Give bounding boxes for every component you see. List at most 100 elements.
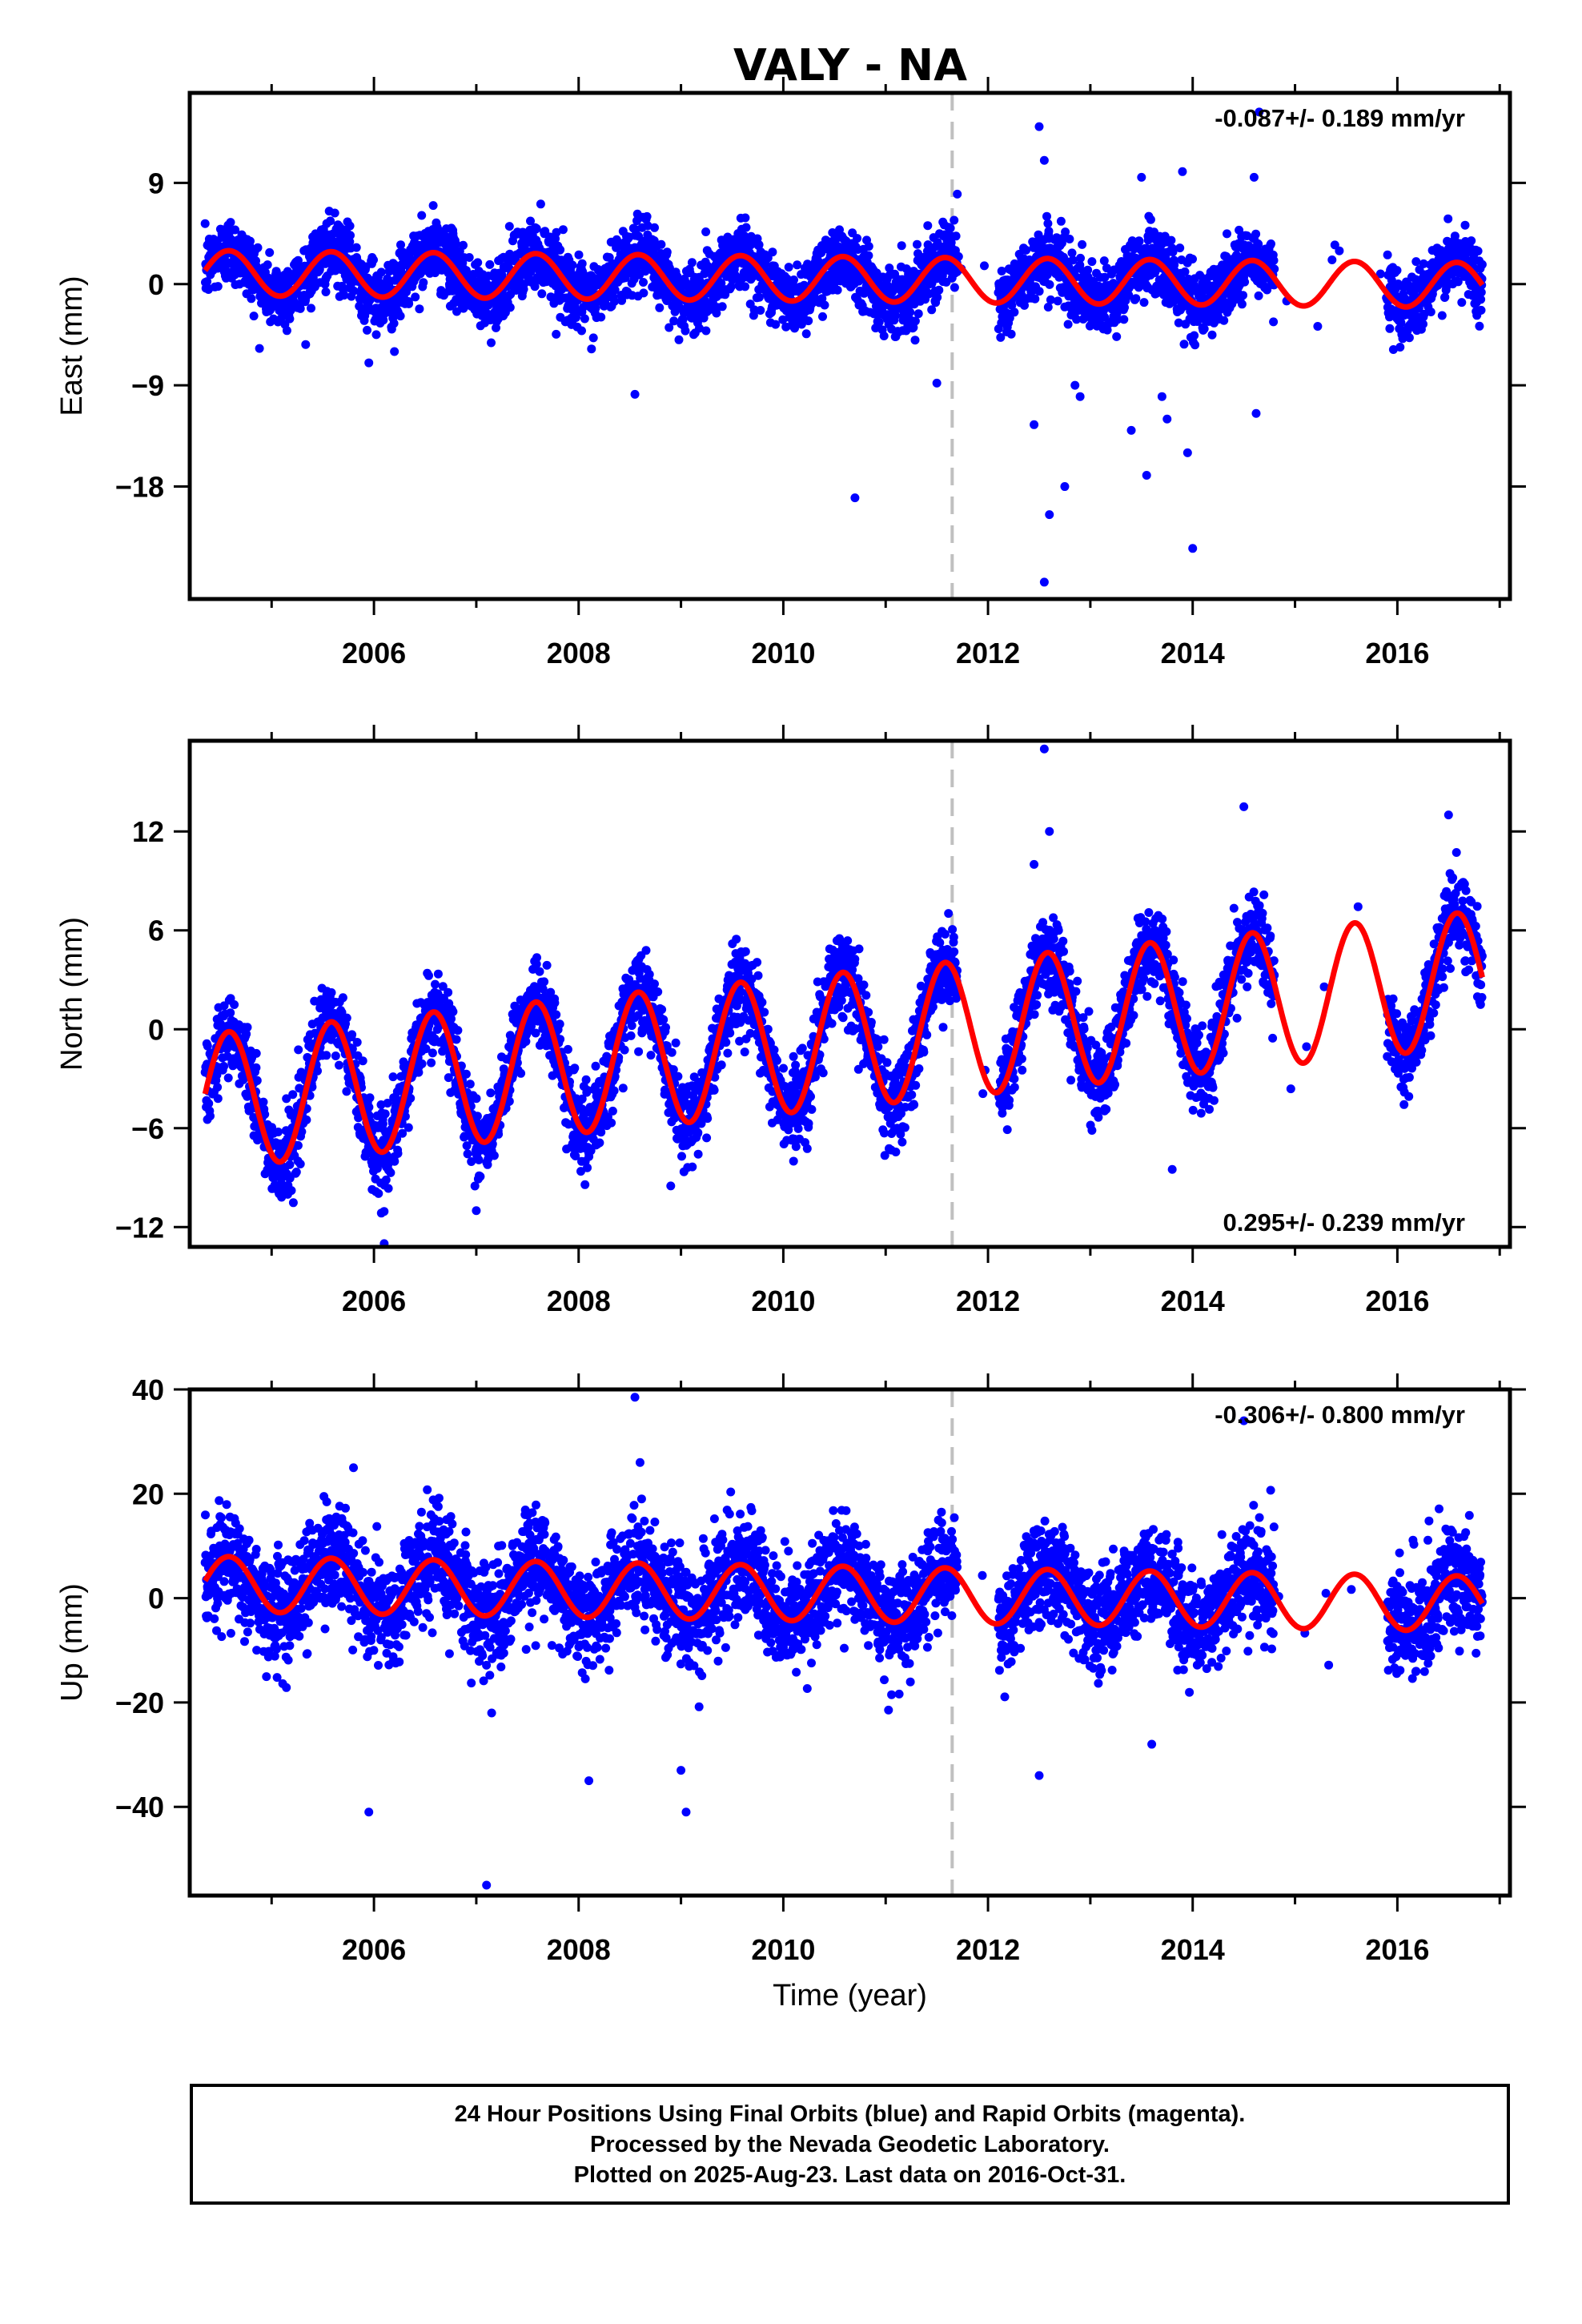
east-data-point [717,279,726,288]
east-data-point [389,319,399,328]
east-data-point [1395,343,1405,352]
east-xtick-label: 2010 [751,637,815,669]
east-outlier-point [953,189,962,199]
north-data-point [433,969,443,979]
east-outlier-point [1162,414,1172,424]
east-data-point [1112,332,1122,341]
east-data-point [610,296,619,306]
north-data-point [251,1063,261,1072]
east-data-point [1335,246,1344,255]
east-data-point [537,289,547,299]
east-data-point [656,239,666,249]
east-outlier-point [630,389,640,399]
north-data-point [226,1008,235,1018]
east-outlier-point [1070,380,1080,390]
east-data-point [1457,298,1467,308]
east-data-point [404,299,414,308]
east-data-point [1443,214,1453,223]
east-data-point [923,221,933,231]
east-data-point [326,216,335,226]
north-data-point [322,1051,331,1060]
north-data-point [365,1093,375,1103]
east-data-point [910,316,920,326]
east-data-point [265,247,275,257]
east-data-point [301,340,311,349]
east-data-point [485,259,495,269]
east-data-point [790,324,799,333]
east-data-point [1385,324,1395,333]
east-data-point [1476,305,1486,315]
east-data-point [1219,316,1229,325]
east-data-point [701,227,711,236]
north-data-point [374,1188,383,1198]
east-data-point [669,316,679,326]
east-data-point [213,282,223,292]
east-data-point [801,329,811,339]
east-data-point [504,222,514,231]
east-data-point [1065,235,1074,243]
east-outlier-point [1188,544,1198,553]
chart-title: VALY - NA [733,40,967,90]
east-data-point [345,221,355,231]
north-data-point [358,1056,367,1066]
east-data-point [1191,340,1200,350]
east-data-point [417,211,427,220]
east-data-point [428,201,438,211]
east-data-point [1006,329,1016,339]
east-data-point [552,227,561,237]
east-data-point [913,309,923,319]
east-data-point [665,323,674,332]
east-data-point [580,314,589,324]
east-data-point [452,307,461,316]
north-data-point [288,1090,298,1100]
east-data-point [263,260,272,270]
north-data-point [285,1160,295,1169]
east-data-point [726,282,736,292]
east-data-point [853,234,862,243]
east-outlier-point [1039,155,1049,165]
north-data-point [428,1048,437,1058]
east-data-point [558,225,568,235]
east-data-point [1188,255,1197,263]
east-data-point [1034,287,1044,296]
east-data-point [1426,308,1435,316]
east-data-point [643,221,652,231]
east-data-point [1207,330,1217,340]
east-data-point [330,208,339,218]
north-data-point [294,1045,303,1055]
east-data-point [784,263,793,272]
north-data-point [352,1038,362,1047]
east-data-point [1404,333,1414,343]
east-data-point [642,211,652,221]
east-data-point [295,304,305,313]
east-data-point [1007,300,1017,310]
east-data-point [650,223,659,232]
east-data-point [717,302,727,312]
east-data-point [1043,219,1053,228]
east-data-point [282,326,291,336]
east-data-point [674,335,684,344]
east-rate-label: -0.087+/- 0.189 mm/yr [1215,104,1465,132]
east-data-point [1166,235,1176,245]
east-data-point [464,253,474,262]
east-data-point [1063,320,1073,329]
east-plot-area [200,93,1487,599]
north-data-point [378,1119,387,1128]
north-data-point [219,1062,229,1071]
east-data-point [695,276,705,286]
north-data-point [295,1160,305,1168]
east-data-point [556,245,565,255]
east-data-point [687,258,697,267]
east-data-point [246,236,255,246]
east-outlier-point [364,358,374,368]
east-data-point [552,329,561,339]
north-data-point [288,1198,298,1208]
east-outlier-point [1126,425,1136,435]
east-data-point [1473,247,1483,255]
north-data-point [338,993,347,1003]
east-data-point [1179,340,1189,349]
east-data-point [255,344,264,353]
east-data-point [655,303,665,312]
